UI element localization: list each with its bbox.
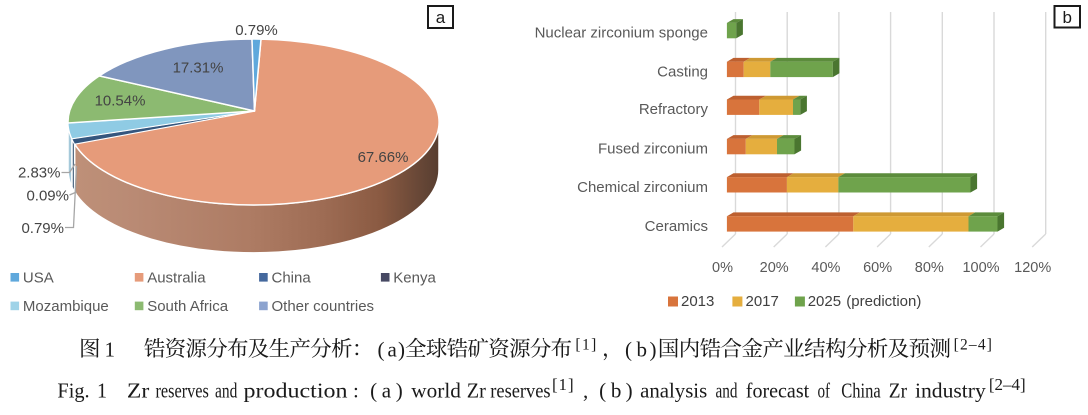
svg-text:[2–4]: [2–4]	[989, 375, 1026, 394]
svg-text:): )	[398, 338, 405, 362]
svg-text:[1]: [1]	[575, 337, 597, 354]
svg-text:Nuclear zirconium sponge: Nuclear zirconium sponge	[535, 25, 708, 42]
svg-text:(prediction): (prediction)	[846, 293, 921, 310]
svg-text:0%: 0%	[712, 260, 733, 276]
svg-text:120%: 120%	[1014, 260, 1051, 276]
svg-text:60%: 60%	[863, 260, 892, 276]
svg-text:Mozambique: Mozambique	[23, 298, 109, 315]
svg-text:20%: 20%	[760, 260, 789, 276]
svg-text:2.83%: 2.83%	[18, 165, 61, 182]
svg-text:Australia: Australia	[147, 270, 206, 287]
svg-text:10.54%: 10.54%	[95, 93, 146, 110]
svg-text:Fused zirconium: Fused zirconium	[598, 141, 708, 158]
svg-text:USA: USA	[23, 270, 54, 287]
svg-text:Casting: Casting	[657, 63, 708, 80]
svg-text:b: b	[1063, 8, 1072, 27]
svg-text:0.79%: 0.79%	[235, 22, 278, 39]
svg-text:[1]: [1]	[552, 375, 575, 394]
svg-text:2017: 2017	[746, 293, 779, 310]
svg-text:100%: 100%	[962, 260, 999, 276]
svg-text:South Africa: South Africa	[147, 298, 229, 315]
svg-text:(: (	[378, 338, 385, 362]
svg-text:(: (	[625, 338, 632, 362]
svg-text:a: a	[436, 8, 446, 27]
svg-text:Refractory: Refractory	[639, 101, 709, 118]
svg-text:80%: 80%	[915, 260, 944, 276]
svg-text:[2–4]: [2–4]	[954, 337, 994, 354]
svg-text:2025: 2025	[808, 293, 841, 310]
svg-text:China: China	[272, 270, 312, 287]
svg-text:67.66%: 67.66%	[358, 149, 409, 166]
svg-text:b: b	[637, 338, 648, 362]
svg-text:a: a	[388, 338, 398, 362]
svg-text:Other countries: Other countries	[272, 298, 375, 315]
svg-text:Chemical zirconium: Chemical zirconium	[577, 179, 708, 196]
svg-text:2013: 2013	[681, 293, 714, 310]
svg-text:Ceramics: Ceramics	[645, 218, 708, 235]
svg-text:Kenya: Kenya	[393, 270, 436, 287]
svg-text:17.31%: 17.31%	[173, 60, 224, 77]
svg-text:0.09%: 0.09%	[26, 188, 69, 205]
svg-text:1: 1	[105, 338, 116, 362]
svg-text:40%: 40%	[811, 260, 840, 276]
svg-text:): )	[650, 338, 657, 362]
svg-text:0.79%: 0.79%	[21, 220, 64, 237]
